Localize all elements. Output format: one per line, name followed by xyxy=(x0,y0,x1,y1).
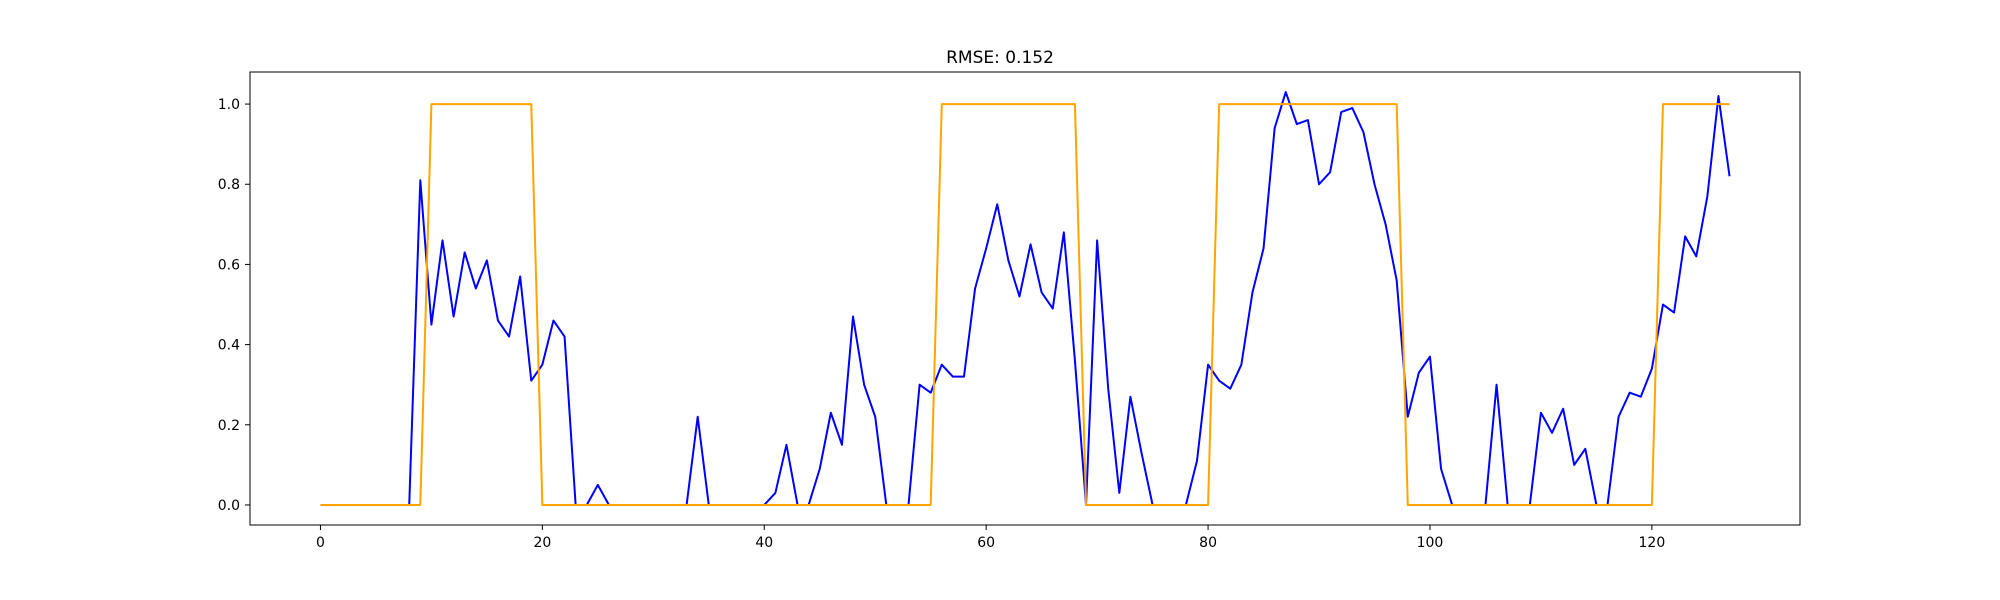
plot-area-frame xyxy=(249,71,1801,526)
x-tick-label: 40 xyxy=(755,535,773,551)
chart-title: RMSE: 0.152 xyxy=(946,48,1054,68)
x-tick-label: 20 xyxy=(533,535,551,551)
y-tick-label: 0.4 xyxy=(218,338,240,354)
y-axis: 0.0 0.2 0.4 0.6 0.8 1.0 xyxy=(218,97,250,514)
series-line-1 xyxy=(320,91,1731,506)
series-line-2 xyxy=(320,103,1730,506)
x-tick-label: 0 xyxy=(316,535,325,551)
y-tick-label: 0.2 xyxy=(218,418,240,434)
y-tick-label: 1.0 xyxy=(218,97,240,113)
x-tick-label: 60 xyxy=(977,535,995,551)
series-layer xyxy=(320,91,1731,506)
y-tick-label: 0.8 xyxy=(218,177,240,193)
x-tick-label: 100 xyxy=(1417,535,1444,551)
y-tick-label: 0.6 xyxy=(218,257,240,273)
x-tick-label: 120 xyxy=(1639,535,1666,551)
y-tick-label: 0.0 xyxy=(218,498,240,514)
x-axis: 0 20 40 60 80 100 120 xyxy=(316,525,1665,551)
x-tick-label: 80 xyxy=(1199,535,1217,551)
